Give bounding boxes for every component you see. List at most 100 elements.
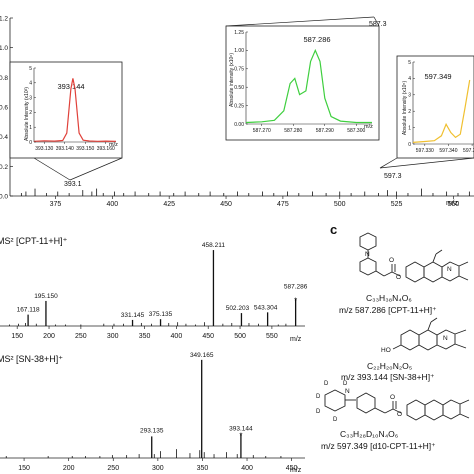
y-tick-label-1: 0.2 xyxy=(0,164,8,171)
cpt11-formula: C₃₃H₃₈N₄O₆ xyxy=(366,293,412,303)
inset-587-y-tick-label-2: 0.50 xyxy=(234,85,244,91)
inset-597-panel: 597.349 Absolute Intensity (x10⁵) 0 1 2 3 4 5… xyxy=(396,55,474,159)
ms2-sn38-x-tick-label-250: 250 xyxy=(107,465,119,472)
inset-597-trace xyxy=(412,79,471,143)
y-tick-label-2: 0.4 xyxy=(0,134,8,141)
inset-393-x-tick-label-1: 393.140 xyxy=(56,146,74,152)
inset-587-x-tick-label-3: 587.300 xyxy=(347,128,365,134)
ms2-sn38-x-tick-label-300: 300 xyxy=(152,465,164,472)
inset-587-x-tick-label-2: 587.290 xyxy=(316,128,334,134)
y-tick-label-4: 0.8 xyxy=(0,75,8,82)
x-tick-label-550: 550 xyxy=(448,201,460,208)
inset-587-x-tick-label-1: 587.280 xyxy=(284,128,302,134)
sn38-ring-n: N xyxy=(443,335,448,342)
y-tick-label-0: 0.0 xyxy=(0,194,8,201)
y-tick-label-3: 0.6 xyxy=(0,105,8,112)
inset-587-x-unit: m/z xyxy=(364,124,373,130)
x-tick-label-525: 525 xyxy=(391,201,403,208)
zoom-line-597-right xyxy=(379,157,474,169)
inset-393-y-tick-label-4: 4 xyxy=(29,81,32,87)
ms2-cpt11-x-tick-label-300: 300 xyxy=(107,333,119,340)
full-scan-panel: 0.0 0.2 0.4 0.6 0.8 1.0 1.2 375 400 425 4 5 0 475 500… xyxy=(0,16,474,208)
ms2-cpt11-x-tick-label-250: 250 xyxy=(75,333,87,340)
d10-cpt11-mz-label: m/z 597.349 [d10-CPT-11+H]⁺ xyxy=(321,441,436,451)
peak-label-393: 393.1 xyxy=(64,181,82,188)
inset-393-trace xyxy=(33,78,117,142)
inset-597-y-tick-label-2: 2 xyxy=(408,109,411,115)
ms2-cpt11-peak-label-331.145: 331.145 xyxy=(121,312,145,319)
zoom-line-587-left xyxy=(225,16,375,27)
inset-393-y-tick-label-2: 2 xyxy=(29,110,32,116)
d10-cpt11-structure-drawing xyxy=(324,389,470,421)
d10-n-atom: N xyxy=(345,388,350,395)
ms2-cpt11-peak-label-458.211: 458.211 xyxy=(202,242,225,249)
ms2-sn38-x-tick-label-200: 200 xyxy=(63,465,75,472)
ms2-cpt11-peak-label-375.135: 375.135 xyxy=(149,311,173,318)
ms2-sn38-x-tick-label-150: 150 xyxy=(18,465,30,472)
inset-587-title: 587.286 xyxy=(303,35,330,44)
panel-label-c: c xyxy=(330,222,337,237)
deuterium-label-2: D xyxy=(343,381,348,387)
inset-393-y-label: Absolute Intensity (x10³) xyxy=(24,87,30,141)
ms2-sn38-peak-label-293.135: 293.135 xyxy=(140,427,164,434)
ms2-sn38-peak-label-349.165: 349.165 xyxy=(190,352,214,359)
ms2-sn38-marker-393.144: * xyxy=(239,431,242,440)
ms2-cpt11-x-tick-label-150: 150 xyxy=(11,333,23,340)
full-scan-peaks xyxy=(20,188,470,196)
ms2-cpt11-x-tick-label-400: 400 xyxy=(171,333,183,340)
inset-597-y-tick-label-0: 0 xyxy=(408,142,411,148)
inset-393-x-tick-label-3: 393.160 xyxy=(97,146,115,152)
deuterium-label-5: D xyxy=(333,417,338,423)
ms2-cpt11-x-tick-label-500: 500 xyxy=(234,333,246,340)
x-tick-label-375: 375 xyxy=(50,201,62,208)
inset-597-x-tick-label-1: 597.340 xyxy=(439,148,457,154)
ms2-cpt11-title: MS² [CPT-11+H]⁺ xyxy=(0,236,68,246)
inset-587-y-tick-label-0: 0.00 xyxy=(234,122,244,128)
ms2-cpt11-peak-label-167.118: 167.118 xyxy=(17,307,40,314)
ms2-cpt11-peak-label-195.150: 195.150 xyxy=(34,293,58,300)
structures-panel: c O O N N C₃₃H₃₈N₄O₆ m/z 587.286 [CPT-11… xyxy=(316,222,470,451)
inset-597-x-tick-label-2: 597.350 xyxy=(463,148,474,154)
inset-597-x-tick-label-0: 597.330 xyxy=(416,148,434,154)
ms2-cpt11-panel: MS² [CPT-11+H]⁺ 167.118 195.150 331.145 375… xyxy=(0,236,308,343)
inset-587-trace xyxy=(245,48,372,124)
cpt11-o-atom: O xyxy=(396,274,401,281)
ms2-cpt11-peaks: 167.118 195.150 331.145 375.135 458.211 502.2… xyxy=(9,242,308,340)
ms2-sn38-x-tick-label-400: 400 xyxy=(241,465,253,472)
inset-393-y-tick-label-0: 0 xyxy=(29,140,32,146)
ms2-sn38-title: MS² [SN-38+H]⁺ xyxy=(0,354,63,364)
inset-597-y-tick-label-4: 4 xyxy=(408,76,411,82)
ms2-sn38-peaks: 293.135 349.165 393.144* 150 200 250 300 350 400… xyxy=(5,352,298,472)
y-tick-label-6: 1.2 xyxy=(0,16,8,23)
x-tick-label-500: 500 xyxy=(334,201,346,208)
ms2-sn38-x-label: m/z xyxy=(290,467,302,474)
x-tick-label-475: 475 xyxy=(277,201,289,208)
deuterium-label-4: D xyxy=(316,409,321,415)
peak-label-597: 597.3 xyxy=(384,173,402,180)
inset-597-y-tick-label-3: 3 xyxy=(408,93,411,99)
inset-393-x-tick-label-0: 393.130 xyxy=(35,146,53,152)
inset-587-y-tick-label-1: 0.25 xyxy=(234,103,244,109)
inset-597-y-label: Absolute Intensity (x10⁵) xyxy=(402,81,408,136)
inset-587-y-tick-label-3: 0.75 xyxy=(234,67,244,73)
zoom-line-597-left xyxy=(379,157,398,169)
inset-393-y-tick-label-5: 5 xyxy=(29,66,32,72)
inset-597-frame xyxy=(396,55,474,159)
sn38-hydroxyl: HO xyxy=(381,347,391,354)
x-tick-label-400: 400 xyxy=(106,201,118,208)
ms2-sn38-peak-label-393.144: 393.144 xyxy=(229,425,253,432)
ms2-sn38-panel: MS² [SN-38+H]⁺ 293.135 349.165 393.144* 150… xyxy=(0,352,305,474)
y-tick-label-5: 1.0 xyxy=(0,45,8,52)
sn38-structure-drawing xyxy=(392,317,467,351)
ms2-cpt11-x-tick-label-200: 200 xyxy=(43,333,55,340)
ms2-sn38-x-tick-label-450: 450 xyxy=(286,465,298,472)
cpt11-ring-n: N xyxy=(447,266,452,273)
cpt11-n-atom: N xyxy=(365,251,370,258)
d10-carbonyl-o: O xyxy=(390,394,395,401)
inset-587-y-tick-label-4: 1.00 xyxy=(234,48,244,54)
sn38-mz-label: m/z 393.144 [SN-38+H]⁺ xyxy=(341,372,435,382)
sn38-formula: C₂₂H₂₀N₂O₅ xyxy=(367,361,412,371)
ms2-cpt11-x-label: m/z xyxy=(290,336,302,343)
x-tick-label-425: 425 xyxy=(163,201,175,208)
